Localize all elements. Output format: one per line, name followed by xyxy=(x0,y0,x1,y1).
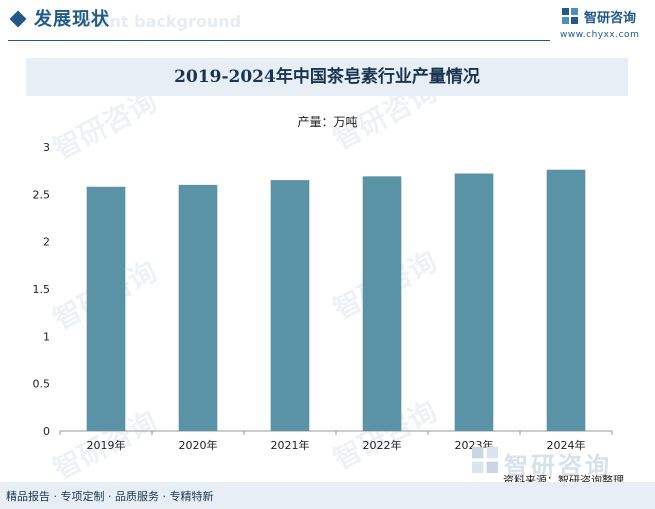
brand-logo-icon xyxy=(562,8,578,24)
x-tick-label: 2020年 xyxy=(179,438,218,452)
x-tick-label: 2024年 xyxy=(547,438,586,452)
footer-band: 精品报告 · 专项定制 · 品质服务 · 专精特新 xyxy=(0,482,655,509)
chart-title-band: 2019-2024年中国茶皂素行业产量情况 xyxy=(26,58,628,96)
x-tick-label: 2019年 xyxy=(87,438,126,452)
bar xyxy=(454,173,494,432)
x-tick-label: 2021年 xyxy=(271,438,310,452)
footer-tagline: 精品报告 · 专项定制 · 品质服务 · 专精特新 xyxy=(6,490,214,503)
brand-name: 智研咨询 xyxy=(584,11,637,26)
bar xyxy=(362,176,402,431)
bar xyxy=(546,169,586,431)
y-tick-label: 1.5 xyxy=(33,283,51,296)
section-background-text: ment background xyxy=(82,12,242,31)
y-tick-label: 0 xyxy=(43,425,50,438)
y-tick-label: 2 xyxy=(43,236,50,249)
header-divider xyxy=(8,40,550,41)
bar-chart: 0 0.5 1 1.5 2 2.5 3 2019年 2020年 2021年 2022年 2023年 20… xyxy=(33,141,613,452)
page-header: ment background 发展现状 智研咨询 www.chyxx.com xyxy=(0,0,655,42)
chart-title: 2019-2024年中国茶皂素行业产量情况 xyxy=(174,67,480,87)
chart-unit-label: 产量：万吨 xyxy=(297,115,358,129)
y-tick-label: 3 xyxy=(43,141,50,154)
section-title: 发展现状 xyxy=(34,9,110,30)
bar xyxy=(178,184,218,431)
x-tick-label: 2023年 xyxy=(455,438,494,452)
footer-logo-text: 智研咨询 xyxy=(504,452,612,480)
x-tick-label: 2022年 xyxy=(363,438,402,452)
footer-logo-icon xyxy=(472,447,498,473)
y-tick-label: 1 xyxy=(43,330,50,343)
y-tick-label: 2.5 xyxy=(33,188,51,201)
bar xyxy=(86,186,126,431)
bar xyxy=(270,180,310,431)
y-tick-label: 0.5 xyxy=(33,378,51,391)
brand-url: www.chyxx.com xyxy=(560,30,640,40)
